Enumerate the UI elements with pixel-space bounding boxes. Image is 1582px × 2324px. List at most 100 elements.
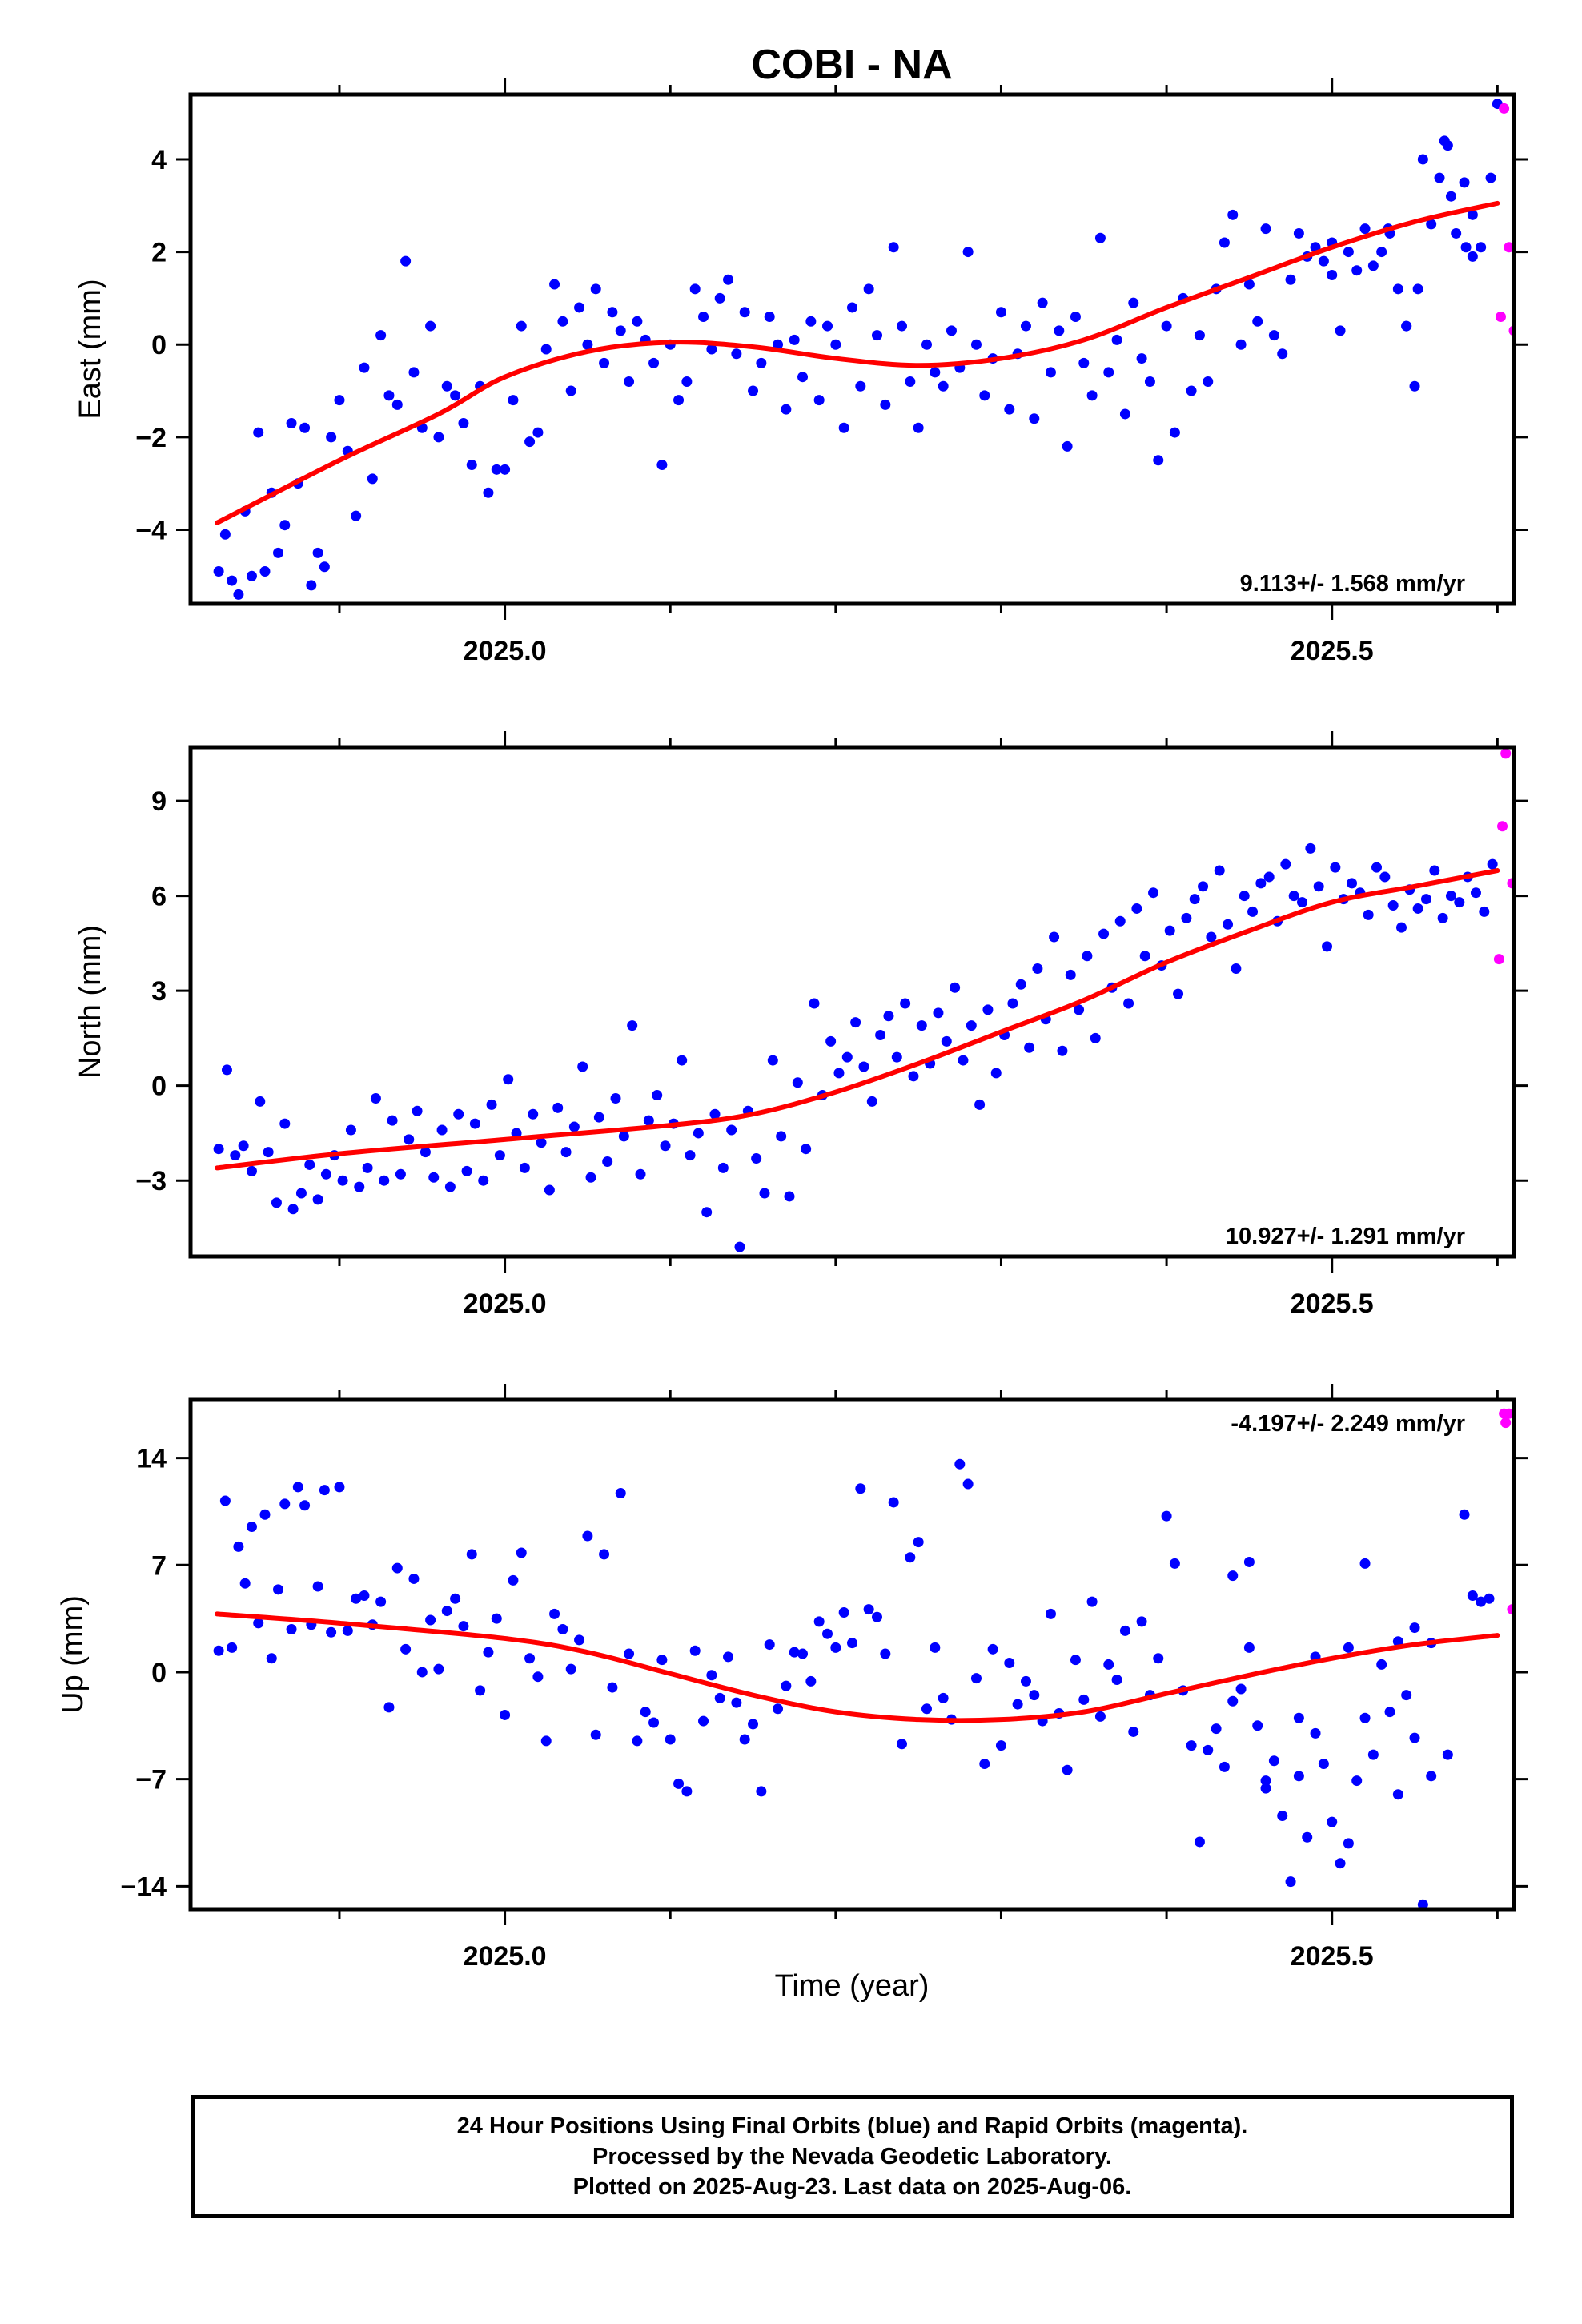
final-orbit-point bbox=[1181, 912, 1192, 923]
final-orbit-point bbox=[370, 1092, 381, 1104]
final-orbit-point bbox=[822, 320, 833, 332]
final-orbit-point bbox=[714, 1692, 725, 1703]
final-orbit-point bbox=[334, 1482, 345, 1493]
final-orbit-point bbox=[640, 1707, 651, 1718]
final-orbit-point bbox=[433, 1663, 444, 1675]
final-orbit-point bbox=[709, 1108, 721, 1120]
final-orbit-point bbox=[574, 1634, 585, 1646]
final-orbit-point bbox=[312, 1194, 323, 1205]
final-orbit-point bbox=[1144, 376, 1155, 387]
final-orbit-point bbox=[930, 367, 941, 378]
final-orbit-point bbox=[607, 1682, 618, 1693]
final-orbit-point bbox=[805, 1675, 817, 1687]
final-orbit-point bbox=[726, 1124, 737, 1136]
final-orbit-point bbox=[219, 1495, 231, 1506]
final-orbit-point bbox=[1318, 1759, 1329, 1770]
final-orbit-point bbox=[433, 432, 444, 443]
final-orbit-point bbox=[1409, 1732, 1420, 1743]
final-orbit-point bbox=[1313, 881, 1324, 892]
final-orbit-point bbox=[246, 570, 257, 581]
final-orbit-point bbox=[1459, 1509, 1470, 1520]
final-orbit-point bbox=[905, 1552, 916, 1563]
final-orbit-point bbox=[1049, 931, 1060, 943]
final-orbit-point bbox=[1305, 842, 1316, 854]
final-orbit-point bbox=[1445, 191, 1456, 202]
final-orbit-point bbox=[593, 1112, 604, 1123]
panel-frame-up bbox=[188, 1397, 1516, 1912]
final-orbit-point bbox=[458, 1621, 469, 1632]
final-orbit-point bbox=[565, 385, 576, 396]
final-orbit-point bbox=[1131, 903, 1142, 914]
final-orbit-point bbox=[1343, 1642, 1354, 1653]
final-orbit-point bbox=[615, 325, 626, 336]
final-orbit-point bbox=[1293, 1712, 1304, 1723]
final-orbit-point bbox=[292, 1482, 303, 1493]
final-orbit-point bbox=[698, 312, 709, 323]
final-orbit-point bbox=[1343, 247, 1354, 258]
x-tick-label: 2025.5 bbox=[1291, 1941, 1374, 1972]
final-orbit-point bbox=[259, 566, 271, 577]
final-orbit-point bbox=[1227, 209, 1239, 220]
final-orbit-point bbox=[287, 1204, 299, 1215]
final-orbit-point bbox=[213, 1144, 224, 1155]
y-tick-label: 3 bbox=[151, 976, 167, 1007]
final-orbit-point bbox=[1379, 871, 1391, 883]
final-orbit-point bbox=[1032, 963, 1043, 975]
final-orbit-point bbox=[425, 320, 436, 332]
final-orbit-point bbox=[233, 589, 244, 600]
final-orbit-point bbox=[1255, 878, 1267, 889]
final-orbit-point bbox=[1297, 897, 1308, 908]
final-orbit-point bbox=[1459, 177, 1470, 188]
final-orbit-point bbox=[1086, 390, 1098, 401]
final-orbit-point bbox=[962, 1478, 974, 1490]
final-orbit-point bbox=[511, 1128, 522, 1139]
final-orbit-point bbox=[1392, 283, 1403, 295]
final-orbit-point bbox=[219, 529, 231, 540]
final-orbit-point bbox=[1363, 909, 1374, 920]
final-orbit-point bbox=[979, 1759, 990, 1770]
final-orbit-point bbox=[253, 427, 264, 438]
final-orbit-point bbox=[739, 307, 750, 318]
y-tick-label: 6 bbox=[151, 882, 167, 912]
final-orbit-point bbox=[1392, 1789, 1403, 1800]
final-orbit-point bbox=[503, 1074, 514, 1085]
final-orbit-point bbox=[524, 436, 536, 448]
final-orbit-point bbox=[1392, 1636, 1403, 1647]
final-orbit-point bbox=[500, 1709, 511, 1720]
final-orbit-point bbox=[607, 307, 618, 318]
final-orbit-point bbox=[400, 1643, 412, 1655]
final-orbit-point bbox=[1387, 900, 1399, 911]
final-orbit-point bbox=[748, 385, 759, 396]
final-orbit-point bbox=[334, 395, 345, 406]
final-orbit-point bbox=[351, 510, 362, 521]
final-orbit-point bbox=[1086, 1596, 1098, 1607]
plot-area-east bbox=[213, 99, 1514, 600]
final-orbit-point bbox=[673, 395, 685, 406]
final-orbit-point bbox=[1451, 0, 1461, 6]
final-orbit-point bbox=[880, 399, 891, 410]
final-orbit-point bbox=[273, 1584, 284, 1595]
final-orbit-point bbox=[838, 1606, 849, 1618]
chart-title: COBI - NA bbox=[751, 42, 952, 88]
rapid-orbit-point bbox=[1504, 1408, 1514, 1419]
final-orbit-point bbox=[739, 1734, 750, 1745]
final-orbit-point bbox=[466, 1549, 477, 1560]
final-orbit-point bbox=[734, 1241, 745, 1252]
final-orbit-point bbox=[279, 1498, 291, 1510]
final-orbit-point bbox=[375, 330, 387, 341]
final-orbit-point bbox=[391, 1562, 403, 1574]
final-orbit-point bbox=[255, 1096, 266, 1107]
final-orbit-point bbox=[359, 362, 370, 373]
final-orbit-point bbox=[624, 1648, 635, 1659]
final-orbit-point bbox=[888, 242, 899, 253]
final-orbit-point bbox=[1487, 858, 1498, 870]
final-orbit-point bbox=[1260, 1775, 1271, 1787]
final-orbit-point bbox=[1070, 312, 1081, 323]
final-orbit-point bbox=[660, 1140, 671, 1152]
final-orbit-point bbox=[776, 1131, 787, 1142]
final-orbit-point bbox=[516, 320, 527, 332]
final-orbit-point bbox=[1029, 1690, 1040, 1701]
trend-fit-line bbox=[215, 1611, 1500, 1723]
rapid-orbit-point bbox=[1495, 312, 1506, 323]
final-orbit-point bbox=[508, 1574, 519, 1586]
